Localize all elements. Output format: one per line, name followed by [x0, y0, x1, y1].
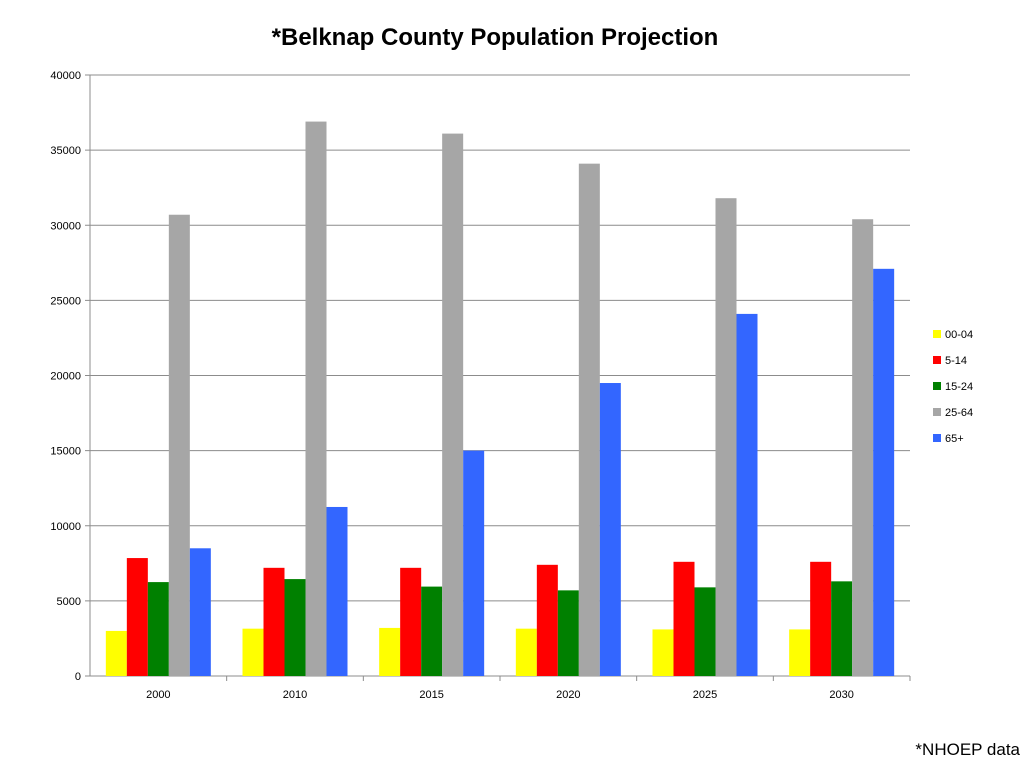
legend-swatch-15-24	[933, 382, 941, 390]
y-tick-label: 5000	[57, 596, 81, 608]
y-tick-label: 25000	[50, 295, 81, 307]
y-tick-label: 10000	[50, 521, 81, 533]
bar-00-04-2000: 00-04 2000: 3000	[105, 630, 127, 676]
x-tick-label: 2025	[693, 689, 717, 701]
legend-label-00-04: 00-04	[945, 329, 973, 341]
bars: 00-04 2000: 30005-14 2000: 785015-24 200…	[105, 121, 895, 677]
bar-5-14-2000: 5-14 2000: 7850	[126, 558, 148, 676]
bar-15-24-2020: 15-24 2020: 5700	[557, 590, 579, 676]
bar-00-04-2030: 00-04 2030: 3100	[789, 629, 811, 676]
bar-65+-2025: 65+ 2025: 24100	[736, 313, 758, 676]
y-tick-label: 0	[75, 671, 81, 683]
bar-65+-2030: 65+ 2030: 27100	[873, 268, 895, 676]
bar-15-24-2000: 15-24 2000: 6250	[147, 582, 169, 676]
bar-25-64-2020: 25-64 2020: 34100	[578, 163, 600, 676]
bar-5-14-2030: 5-14 2030: 7600	[810, 561, 832, 676]
bar-5-14-2020: 5-14 2020: 7400	[536, 564, 558, 676]
x-tick-label: 2015	[419, 689, 443, 701]
x-tick-label: 2010	[283, 689, 307, 701]
bar-00-04-2010: 00-04 2010: 3150	[242, 628, 264, 676]
bar-00-04-2015: 00-04 2015: 3200	[379, 627, 401, 676]
legend-swatch-00-04	[933, 330, 941, 338]
y-tick-label: 20000	[50, 371, 81, 383]
bar-65+-2020: 65+ 2020: 19500	[599, 383, 621, 676]
legend-swatch-5-14	[933, 356, 941, 364]
x-tick-label: 2020	[556, 689, 580, 701]
y-tick-label: 30000	[50, 220, 81, 232]
axes	[85, 74, 911, 681]
bar-65+-2010: 65+ 2010: 11250	[326, 506, 348, 676]
legend-swatch-25-64	[933, 408, 941, 416]
legend-label-15-24: 15-24	[945, 381, 973, 393]
bar-15-24-2015: 15-24 2015: 5950	[421, 586, 443, 676]
legend-swatch-65+	[933, 434, 941, 442]
bar-5-14-2015: 5-14 2015: 7200	[400, 567, 422, 676]
legend-label-5-14: 5-14	[945, 355, 967, 367]
bar-25-64-2030: 25-64 2030: 30400	[852, 219, 874, 677]
bar-65+-2015: 65+ 2015: 15000	[463, 450, 485, 676]
bar-15-24-2030: 15-24 2030: 6300	[831, 581, 853, 676]
y-tick-label: 35000	[50, 145, 81, 157]
y-tick-label: 15000	[50, 446, 81, 458]
legend-label-25-64: 25-64	[945, 407, 973, 419]
bar-15-24-2010: 15-24 2010: 6450	[284, 579, 306, 676]
x-tick-label: 2000	[146, 689, 170, 701]
bar-25-64-2025: 25-64 2025: 31800	[715, 198, 737, 676]
bar-15-24-2025: 15-24 2025: 5900	[694, 587, 716, 676]
bar-25-64-2000: 25-64 2000: 30700	[168, 214, 190, 677]
bar-5-14-2025: 5-14 2025: 7600	[673, 561, 695, 676]
x-tick-label: 2030	[829, 689, 853, 701]
bar-25-64-2010: 25-64 2010: 36900	[305, 121, 327, 676]
bar-00-04-2020: 00-04 2020: 3150	[515, 628, 537, 676]
bar-65+-2000: 65+ 2000: 8500	[189, 548, 211, 676]
legend: 00-04 5-14 15-24 25-64 65+	[933, 329, 973, 445]
source-note: *NHOEP data	[915, 740, 1020, 759]
legend-label-65+: 65+	[945, 433, 964, 445]
gridlines	[90, 74, 910, 602]
bar-00-04-2025: 00-04 2025: 3100	[652, 629, 674, 676]
chart-title: *Belknap County Population Projection	[271, 24, 719, 51]
bar-5-14-2010: 5-14 2010: 7200	[263, 567, 285, 676]
bar-25-64-2015: 25-64 2015: 36100	[442, 133, 464, 676]
y-tick-label: 40000	[50, 70, 81, 82]
tick-labels: 0 5000 10000 15000 20000 25000 30000 35000 40000…	[50, 70, 854, 701]
